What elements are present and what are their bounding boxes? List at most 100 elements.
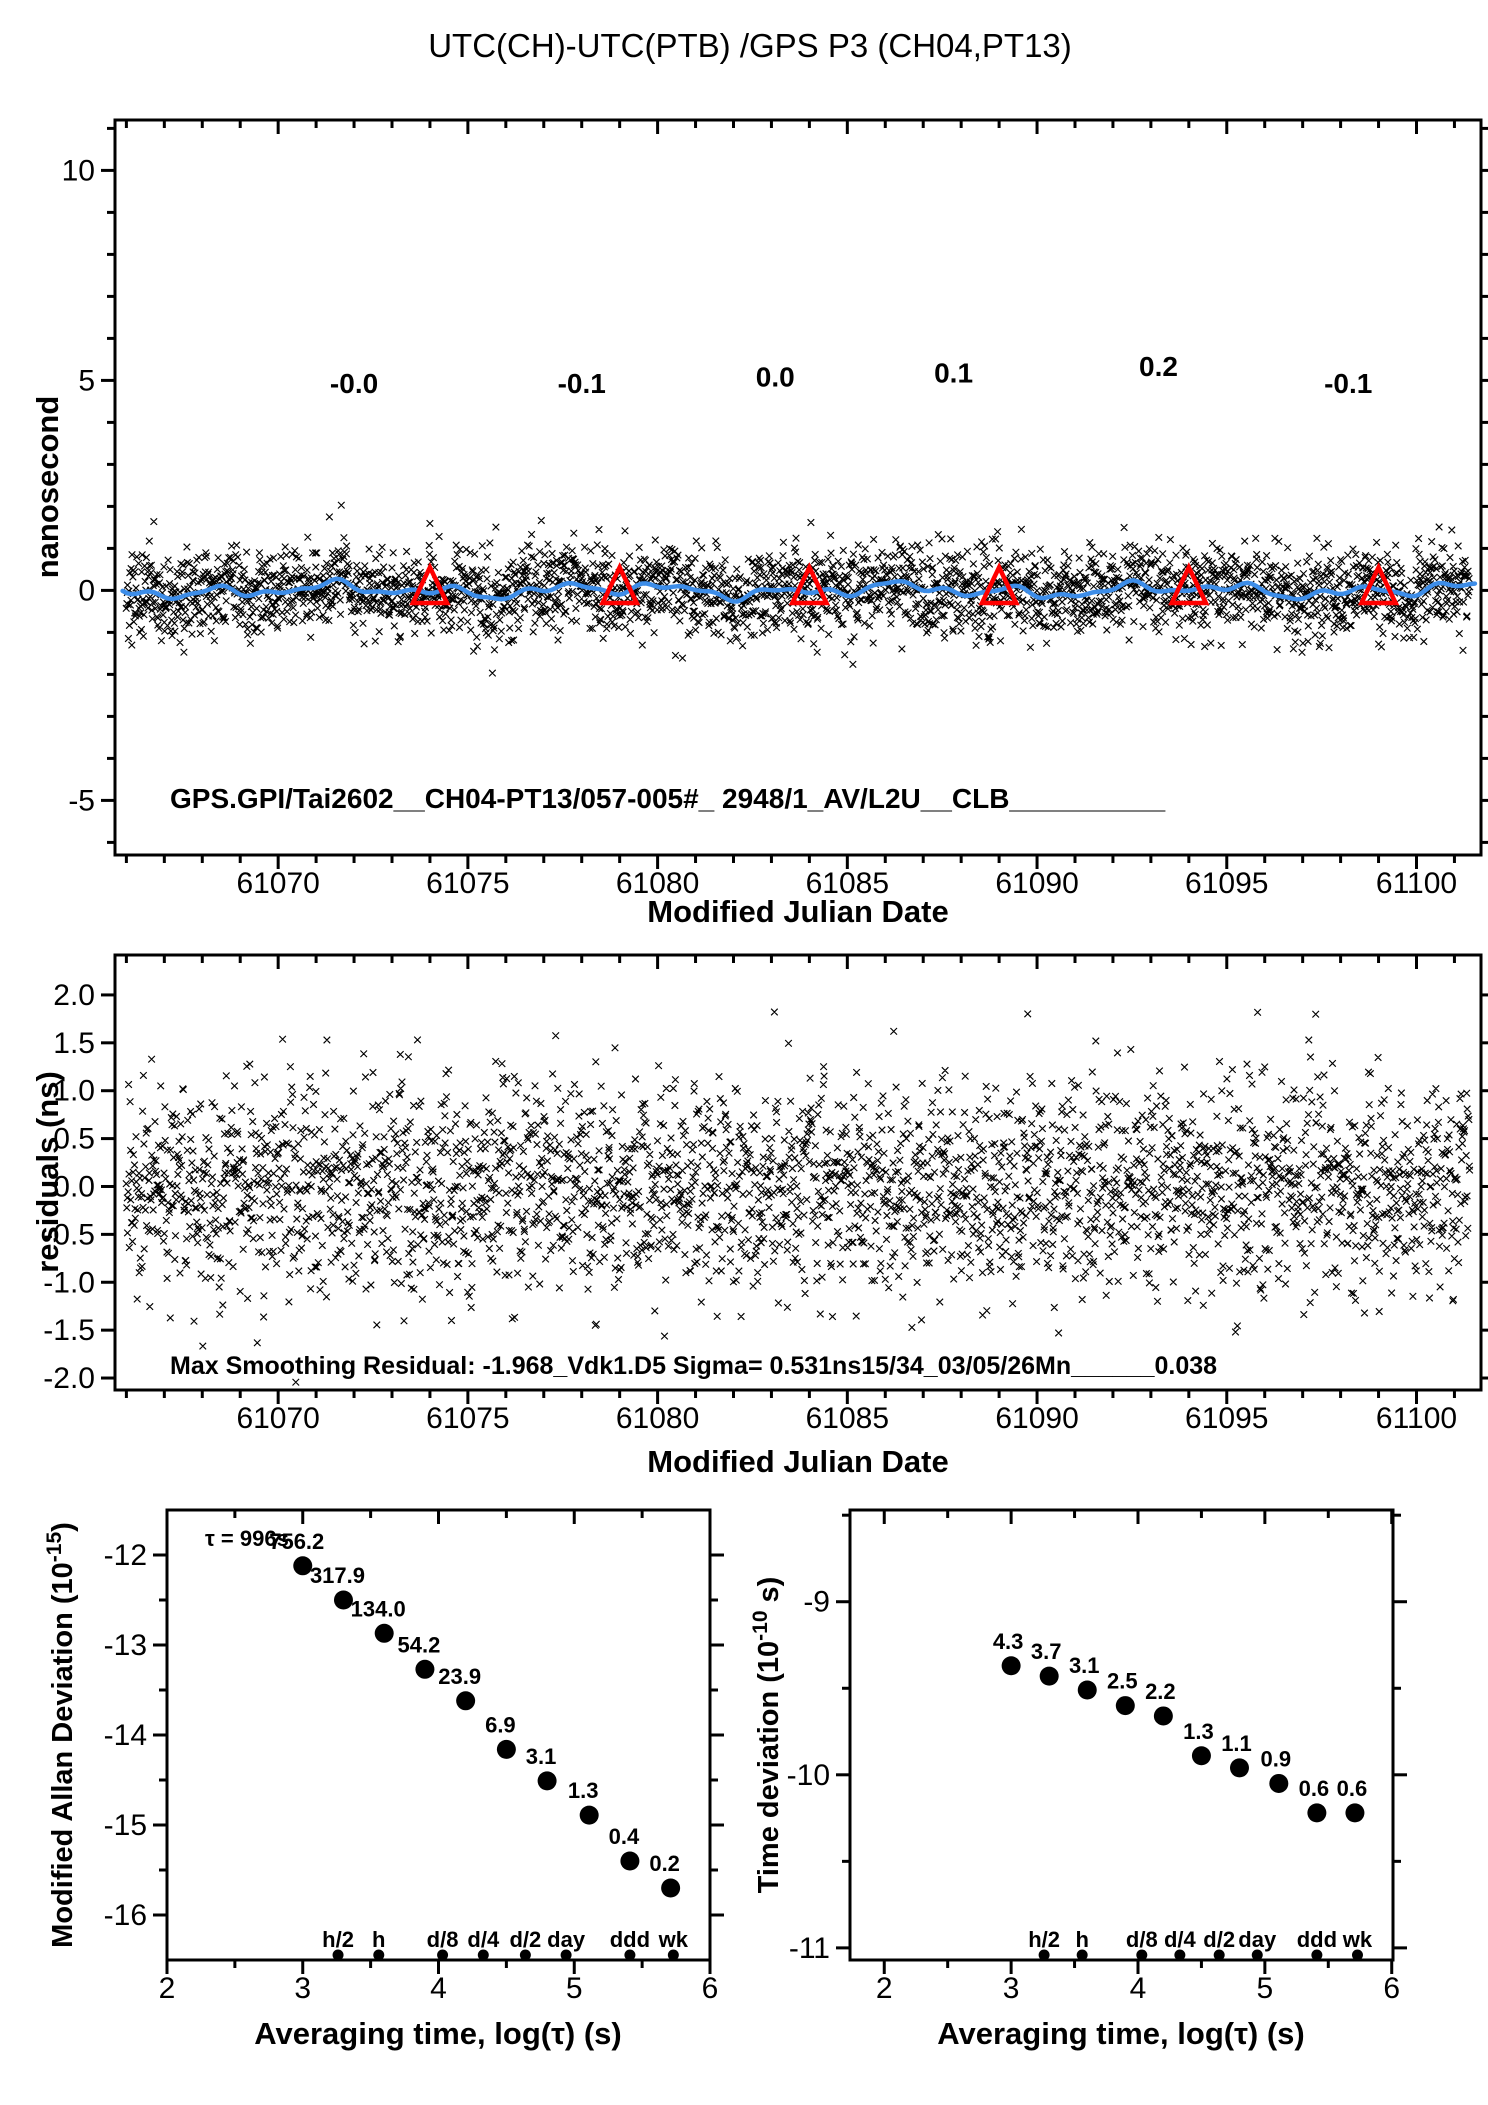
x-tick-label: 61075 [426,867,509,900]
y-tick-label: -10 [787,1759,830,1792]
data-point-value-label: 317.9 [310,1563,365,1588]
x-tick-label: 6 [702,1972,719,2005]
x-tick-label: 61100 [1376,1402,1457,1435]
tau-grid-dot [1213,1949,1225,1961]
y-tick-label: -1.5 [43,1314,95,1347]
tau-grid-dot [1038,1949,1050,1961]
calibration-value-label: -0.1 [558,368,606,399]
y-tick-label: 0.0 [53,1170,95,1203]
data-point [415,1659,435,1679]
tau-grid-label: day [1238,1927,1277,1952]
x-tick-label: 2 [159,1972,176,2005]
data-point [1229,1758,1249,1778]
tau-annotation: τ = 996s [205,1526,289,1551]
calibration-triangle [788,562,831,606]
data-point-value-label: 134.0 [351,1596,406,1621]
x-tick-label: 61100 [1376,867,1457,900]
tau-grid-dot [477,1949,489,1961]
panel-frame [165,1508,712,1962]
tau-grid-label: wk [1342,1927,1373,1952]
data-point [1269,1773,1289,1793]
data-point-value-label: 0.6 [1337,1776,1368,1801]
data-point-value-label: 0.2 [649,1851,680,1876]
calibration-triangle [1168,562,1210,606]
data-point [333,1590,353,1610]
tau-grid-dot [560,1949,572,1961]
y-tick-label: 1.0 [53,1075,95,1108]
x-tick-label: 61090 [995,1402,1078,1435]
y-tick-label: 0 [78,574,95,607]
tau-grid-label: ddd [1297,1927,1337,1952]
calibration-value-label: -0.0 [330,368,378,399]
tau-grid-label: day [547,1927,586,1952]
tau-grid-dot [1311,1949,1323,1961]
tau-grid-dot [1136,1949,1148,1961]
data-point-value-label: 4.3 [993,1629,1024,1654]
top-x-axis-label: Modified Julian Date [647,894,948,929]
bl-y-axis-label: Modified Allan Deviation (10-15) [43,1522,79,1948]
tau-grid-label: h [372,1927,385,1952]
data-point [374,1623,394,1643]
tau-grid-label: d/4 [467,1927,500,1952]
x-tick-label: 61095 [1185,867,1268,900]
data-point-value-label: 54.2 [398,1632,441,1657]
calibration-triangle [409,562,451,606]
data-point [620,1851,640,1871]
tau-grid-dot [519,1949,531,1961]
x-tick-label: 2 [876,1972,893,2005]
panel-frame [113,118,1483,857]
top-y-axis-label: nanosecond [30,396,65,579]
tau-grid-label: wk [658,1927,689,1952]
data-point-value-label: 1.1 [1221,1731,1252,1756]
x-tick-label: 61080 [616,1402,699,1435]
tau-grid-dot [1351,1949,1363,1961]
tau-grid-label: h/2 [1028,1927,1060,1952]
data-point-value-label: 3.1 [526,1744,557,1769]
tau-grid-dot [1251,1949,1263,1961]
data-point [1039,1666,1059,1686]
tau-grid-label: d/4 [1164,1927,1197,1952]
data-point [1191,1746,1211,1766]
data-point-value-label: 0.6 [1299,1776,1330,1801]
data-point-value-label: 2.2 [1145,1679,1176,1704]
y-tick-label: 0.5 [53,1123,95,1156]
calibration-triangle [1357,562,1400,606]
y-tick-label: -11 [789,1932,830,1965]
mid-x-axis-label: Modified Julian Date [647,1444,948,1479]
data-point-value-label: 1.3 [1183,1719,1214,1744]
x-tick-label: 3 [1003,1972,1020,2005]
calibration-value-label: 0.2 [1139,351,1178,382]
data-point-value-label: 756.2 [269,1529,324,1554]
data-point-value-label: 2.5 [1107,1669,1138,1694]
x-tick-label: 61090 [995,867,1078,900]
gps-config-label: GPS.GPI/Tai2602__CH04-PT13/057-005#_ 294… [170,783,1166,814]
x-tick-label: 6 [1383,1972,1400,2005]
calibration-triangle [599,562,641,606]
x-tick-label: 3 [294,1972,311,2005]
x-tick-label: 61095 [1185,1402,1268,1435]
y-tick-label: -2.0 [43,1362,95,1395]
data-point [1001,1656,1021,1676]
tau-grid-label: d/8 [427,1927,459,1952]
calibration-triangle [978,562,1020,606]
y-tick-label: -14 [104,1719,147,1752]
tau-grid-label: d/8 [1126,1927,1158,1952]
data-point-value-label: 1.3 [568,1778,599,1803]
data-point [1077,1680,1097,1700]
tau-grid-label: d/2 [1203,1927,1235,1952]
data-point [661,1878,681,1898]
tdev-panel: 2 3 4 5 6 -9 -10 -11 4.3 3.7 3.1 2.5 2.2 1.3 1.1 0.9 0.6… [787,1508,1407,2005]
bl-x-axis-label: Averaging time, log(τ) (s) [254,2016,622,2051]
tau-grid-label: ddd [610,1927,650,1952]
tau-grid-label: d/2 [509,1927,541,1952]
data-point-value-label: 0.4 [609,1824,640,1849]
x-tick-label: 5 [1257,1972,1274,2005]
residual-stats-label: Max Smoothing Residual: -1.968_Vdk1.D5 S… [170,1352,1217,1380]
chart-title: UTC(CH)-UTC(PTB) /GPS P3 (CH04,PT13) [428,27,1072,64]
data-point [293,1556,313,1576]
y-tick-label: -16 [104,1899,147,1932]
y-tick-label: -13 [104,1629,147,1662]
x-tick-label: 61085 [806,867,889,900]
